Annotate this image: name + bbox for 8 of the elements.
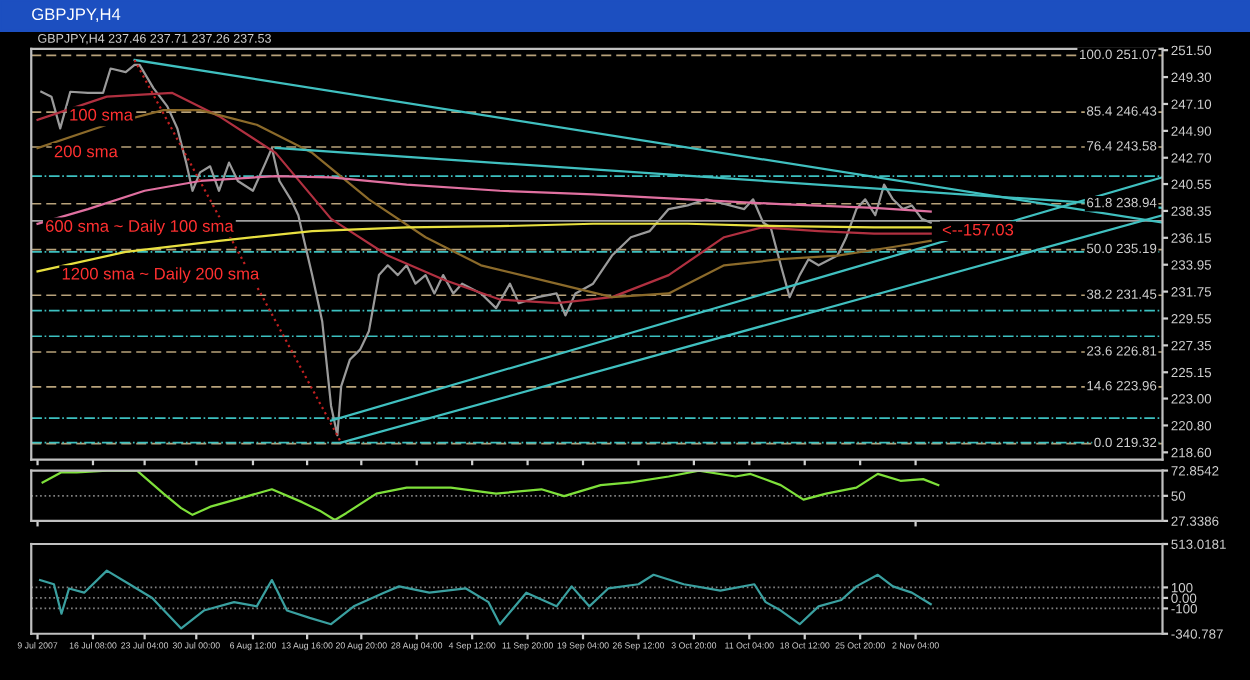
line-series bbox=[38, 569, 932, 630]
line-series bbox=[41, 470, 940, 521]
annotation: <--157.03 bbox=[942, 223, 1014, 236]
annotation: 600 sma ~ Daily 100 sma bbox=[45, 219, 234, 236]
annotation: 100 sma bbox=[70, 108, 133, 121]
annotation: 1200 sma ~ Daily 200 sma bbox=[62, 267, 260, 283]
annotation: 200 sma bbox=[54, 145, 118, 158]
chart-title: GBPJPY,H4 bbox=[32, 8, 121, 23]
